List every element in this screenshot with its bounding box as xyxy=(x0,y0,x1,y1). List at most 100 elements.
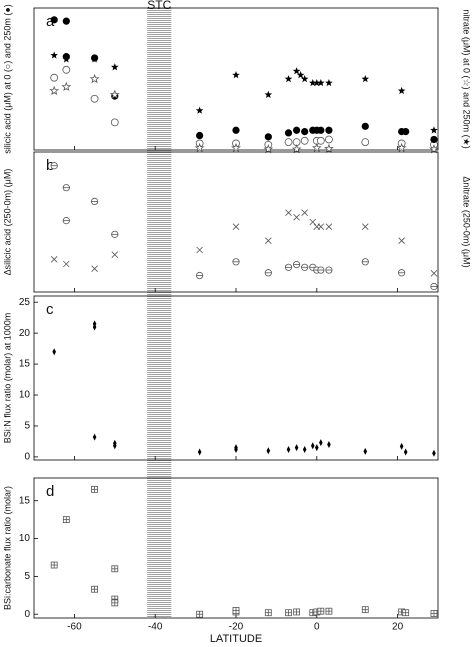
marker-shape xyxy=(311,142,322,153)
marker-shape xyxy=(111,251,119,258)
marker-shape xyxy=(300,136,309,145)
marker-shape xyxy=(196,246,203,254)
data-point xyxy=(301,263,309,271)
data-point xyxy=(302,445,307,453)
data-point xyxy=(292,67,301,75)
marker-shape xyxy=(234,444,238,452)
marker-shape xyxy=(265,237,272,244)
x-tick-label: 0 xyxy=(314,622,320,633)
marker-shape xyxy=(324,143,334,153)
marker-shape xyxy=(396,142,407,153)
marker-shape xyxy=(61,81,72,92)
y-tick-label: 0 xyxy=(24,452,30,463)
marker-shape xyxy=(363,447,368,455)
marker-shape xyxy=(110,118,119,127)
data-point xyxy=(89,73,100,84)
panel-label: d xyxy=(46,483,54,500)
data-point xyxy=(296,71,305,79)
panel-label: a xyxy=(46,13,55,30)
data-point xyxy=(300,75,309,83)
marker-shape xyxy=(294,444,299,452)
data-point xyxy=(91,197,99,206)
data-point xyxy=(398,237,405,244)
marker-shape xyxy=(327,441,331,449)
data-point xyxy=(313,78,321,87)
y2-axis-label: Δnitrate (250-0m) (μM) xyxy=(462,176,472,267)
data-point xyxy=(316,136,325,145)
data-point xyxy=(50,51,58,59)
data-point xyxy=(266,447,271,455)
data-point xyxy=(232,126,240,134)
marker-shape xyxy=(286,445,291,453)
marker-shape xyxy=(325,223,333,230)
data-point xyxy=(294,444,299,452)
data-point xyxy=(62,17,70,25)
data-point xyxy=(325,135,333,144)
data-point xyxy=(430,270,438,277)
y-tick-label: 10 xyxy=(19,533,31,544)
data-point xyxy=(109,89,120,99)
marker-shape xyxy=(195,106,204,114)
data-point xyxy=(293,126,301,134)
data-point xyxy=(285,209,292,216)
marker-shape xyxy=(109,89,120,99)
marker-shape xyxy=(92,323,97,331)
marker-shape xyxy=(301,127,309,136)
marker-shape xyxy=(62,55,71,63)
stc-label: STC xyxy=(147,0,171,12)
y-tick-label: 15 xyxy=(19,495,31,506)
marker-shape xyxy=(361,223,369,230)
marker-shape xyxy=(231,142,241,153)
y-tick-label: 25 xyxy=(19,297,31,308)
x-tick-label: -60 xyxy=(67,622,82,633)
marker-shape xyxy=(91,265,98,272)
data-point xyxy=(319,439,323,447)
marker-shape xyxy=(284,129,293,137)
data-point xyxy=(361,122,369,130)
data-point xyxy=(264,90,273,99)
y-axis-label: BSi:carbonate flux ratio (molar) xyxy=(2,486,12,610)
marker-shape xyxy=(89,73,100,84)
data-point xyxy=(284,138,293,147)
data-point xyxy=(52,348,56,356)
data-point xyxy=(110,118,119,127)
marker-shape xyxy=(325,126,333,134)
data-point xyxy=(292,260,301,269)
data-point xyxy=(398,269,406,277)
data-point xyxy=(432,449,436,457)
data-point xyxy=(111,251,119,258)
data-point xyxy=(325,78,333,87)
y-tick-label: 10 xyxy=(19,390,31,401)
data-point xyxy=(327,441,331,449)
data-point xyxy=(63,260,70,268)
data-point xyxy=(92,433,97,441)
data-point xyxy=(284,129,293,137)
data-point xyxy=(310,442,315,450)
x-tick-label: -40 xyxy=(148,622,163,633)
data-point xyxy=(111,63,119,71)
marker-shape xyxy=(319,439,323,447)
marker-shape xyxy=(264,90,273,99)
data-point xyxy=(50,162,58,170)
data-point xyxy=(317,126,325,134)
data-point xyxy=(50,16,58,24)
data-point xyxy=(325,266,333,274)
data-point xyxy=(285,609,292,617)
marker-shape xyxy=(111,63,119,71)
marker-shape xyxy=(403,448,408,456)
marker-shape xyxy=(315,444,319,452)
y-axis-label: silicic acid (μM) at 0 (○) and 250m (●) xyxy=(2,4,12,154)
marker-shape xyxy=(263,144,274,154)
data-point xyxy=(263,144,274,154)
marker-shape xyxy=(113,442,117,450)
data-point xyxy=(91,485,98,493)
data-point xyxy=(397,86,406,95)
data-point xyxy=(325,607,333,615)
data-point xyxy=(264,269,272,277)
data-point xyxy=(113,442,117,450)
data-point xyxy=(284,75,293,83)
stc-band xyxy=(147,8,172,618)
marker-shape xyxy=(316,136,325,145)
data-point xyxy=(293,214,300,221)
